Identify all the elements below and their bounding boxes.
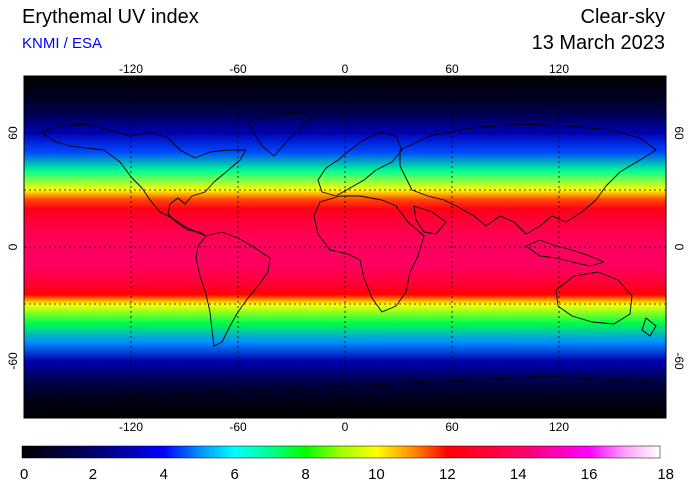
credit-label: KNMI / ESA	[22, 35, 103, 52]
lon-tick-label-top: -60	[229, 62, 247, 76]
coast-africa	[313, 195, 425, 313]
lat-tick-label-left: -60	[6, 352, 20, 370]
coast-arabia	[413, 205, 447, 235]
date-label: 13 March 2023	[531, 32, 665, 54]
colorbar-tick-label: 2	[89, 466, 97, 483]
colorbar-tick-label: 18	[657, 466, 674, 483]
colorbar-tick-label: 4	[160, 466, 168, 483]
colorbar	[21, 445, 661, 459]
map-axes: -120 -120 -60 -60 0 0 60 60 120 120 60 60 0 0 -60 -60	[6, 62, 686, 434]
coast-australia	[555, 271, 633, 325]
colorbar-tick-label: 6	[230, 466, 238, 483]
lon-tick-label-bottom: -120	[119, 420, 143, 434]
graticule	[24, 76, 666, 418]
lat-tick-label-left: 60	[6, 126, 20, 140]
lat-tick-label-right: 0	[672, 244, 686, 251]
lat-tick-label-right: -60	[672, 352, 686, 370]
coast-south-america	[195, 231, 271, 347]
colorbar-tick-label: 14	[510, 466, 527, 483]
sky-condition-label: Clear-sky	[580, 6, 665, 28]
coast-asia	[399, 123, 657, 235]
lon-tick-label-top: -120	[119, 62, 143, 76]
lon-tick-label-bottom: -60	[229, 420, 247, 434]
coast-new-zealand	[641, 317, 657, 337]
colorbar-tick-label: 12	[439, 466, 456, 483]
map-title: Erythemal UV index	[22, 6, 199, 28]
lon-tick-label-top: 120	[549, 62, 569, 76]
coast-indonesia	[525, 239, 605, 267]
colorbar-tick-label: 8	[301, 466, 309, 483]
colorbar-tick-label: 16	[581, 466, 598, 483]
coast-greenland	[247, 111, 313, 157]
coast-europe	[317, 131, 403, 197]
map-frame	[23, 75, 667, 419]
lon-tick-label-top: 60	[445, 62, 459, 76]
colorbar-labels: 0 2 4 6 8 10 12 14 16 18	[20, 466, 674, 483]
colorbar-tick-label: 10	[368, 466, 385, 483]
coast-north-america	[39, 123, 247, 237]
lat-tick-label-left: 0	[6, 243, 20, 250]
coastlines	[24, 111, 666, 403]
lat-tick-label-right: 60	[672, 126, 686, 140]
lon-tick-label-bottom: 120	[549, 420, 569, 434]
lon-tick-label-bottom: 60	[445, 420, 459, 434]
lon-tick-label-top: 0	[342, 62, 349, 76]
coast-antarctica	[24, 375, 666, 403]
colorbar-tick-label: 0	[20, 466, 28, 483]
lon-tick-label-bottom: 0	[342, 420, 349, 434]
